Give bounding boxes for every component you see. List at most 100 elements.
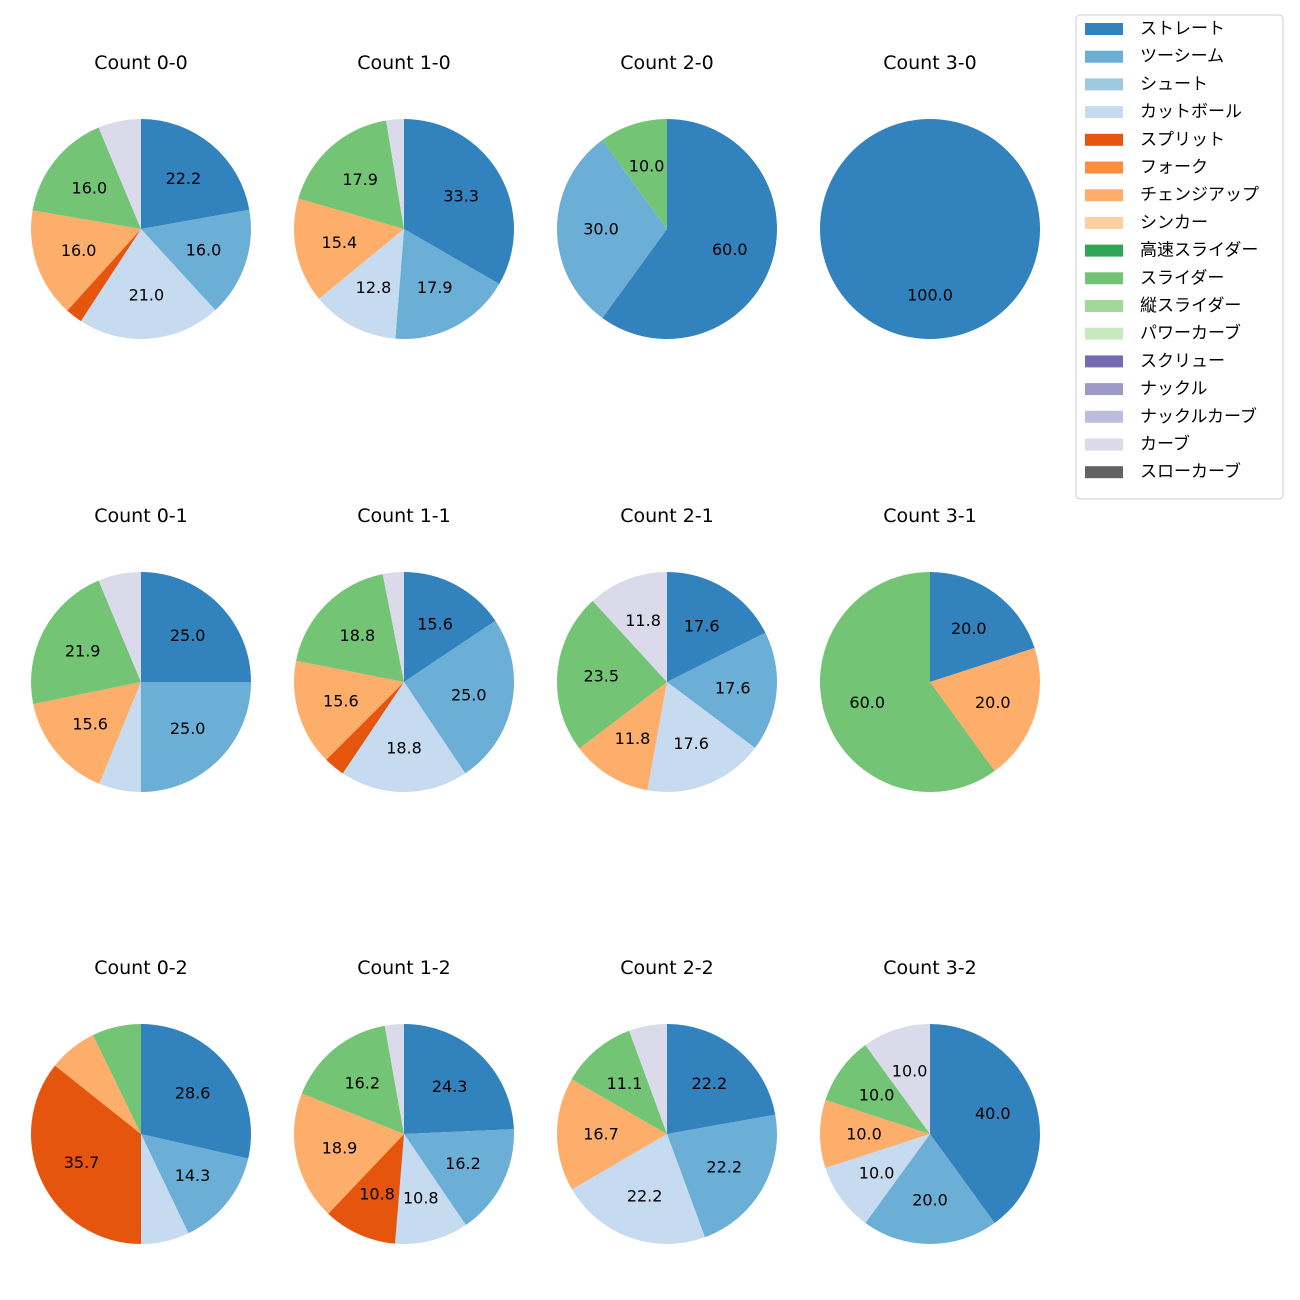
pie-slice-スライダー	[31, 580, 141, 704]
pie-slice-スライダー	[556, 600, 667, 749]
pie-slice-label: 17.6	[673, 734, 709, 753]
pie-count-1-0: Count 1-0 33.3 17.9 12.8 15.4 17.9	[294, 52, 514, 339]
pie-slice-label: 10.0	[859, 1163, 895, 1182]
pie-slice-スプリット	[326, 682, 404, 774]
legend-swatch	[1085, 438, 1123, 451]
legend-entry: スライダー	[1140, 268, 1224, 288]
legend-entry: 縦スライダー	[1140, 296, 1241, 316]
pie-slice-ストレート	[930, 1024, 1041, 1223]
pie-slice-スライダー	[301, 1025, 404, 1134]
pie-slice-ツーシーム	[556, 140, 667, 318]
pie-count-0-2: Count 0-2 28.6 14.3 35.7	[31, 957, 252, 1244]
pie-slice-ツーシーム	[141, 682, 251, 792]
pie-slice-label: 11.8	[625, 611, 661, 630]
pie-slice-チェンジアップ	[930, 648, 1041, 771]
pie-slice-label: 22.2	[706, 1157, 742, 1176]
pie-slice-label: 22.2	[627, 1187, 663, 1206]
legend-swatch	[1085, 383, 1123, 396]
pie-slice-label: 16.0	[61, 241, 97, 260]
pie-slice-label: 15.6	[417, 614, 453, 633]
pie-slice-カーブ	[592, 572, 667, 682]
pie-slice-label: 10.0	[846, 1125, 882, 1144]
pie-slice-label: 30.0	[583, 220, 619, 239]
pies-group: Count 0-0 22.2 16.0 21.0 16.0 16.0 Count 1-0 33…	[31, 52, 1041, 1245]
pie-slice-label: 35.7	[64, 1153, 100, 1172]
legend-swatch	[1085, 133, 1123, 146]
legend-entry: カットボール	[1140, 102, 1242, 122]
legend-entry: ツーシーム	[1140, 47, 1224, 67]
pie-slice-ツーシーム	[667, 1114, 777, 1238]
legend-swatch	[1085, 78, 1123, 91]
pie-slice-label: 15.6	[72, 715, 108, 734]
legend-swatch	[1085, 272, 1123, 285]
pie-slice-カットボール	[342, 682, 466, 793]
pie-slice-label: 16.0	[72, 178, 108, 197]
pie-slice-label: 24.3	[432, 1077, 468, 1096]
pie-slice-label: 10.0	[629, 157, 665, 176]
pie-slice-カットボール	[99, 682, 141, 792]
pie-slice-ストレート	[404, 119, 514, 284]
pie-slice-カットボール	[571, 1134, 705, 1244]
pie-slice-スプリット	[67, 229, 141, 322]
pie-slice-label: 16.2	[344, 1073, 380, 1092]
pie-count-0-0: Count 0-0 22.2 16.0 21.0 16.0 16.0	[31, 52, 251, 340]
pie-slice-チェンジアップ	[556, 1079, 667, 1190]
pie-slice-ストレート	[141, 572, 251, 682]
pie-slice-ツーシーム	[141, 1134, 249, 1234]
pie-slice-スプリット	[328, 1134, 404, 1244]
pie-slice-label: 11.8	[615, 729, 651, 748]
pie-slice-チェンジアップ	[293, 1093, 404, 1214]
pie-slice-チェンジアップ	[33, 682, 141, 784]
legend-swatch	[1085, 300, 1123, 312]
pie-slice-スライダー	[298, 120, 404, 229]
pie-slice-チェンジアップ	[579, 682, 667, 791]
legend-swatch	[1085, 244, 1123, 257]
pie-slice-label: 15.6	[323, 692, 359, 711]
pie-slice-label: 23.5	[583, 667, 619, 686]
legend-entry: 高速スライダー	[1140, 241, 1258, 261]
pie-slice-チェンジアップ	[31, 210, 141, 311]
pie-title: Count 3-2	[883, 957, 977, 979]
pie-slice-label: 60.0	[849, 693, 885, 712]
pie-count-3-1: Count 3-1 20.0 20.0 60.0	[820, 505, 1041, 792]
pie-slice-label: 10.8	[403, 1188, 439, 1207]
legend-entry: スプリット	[1140, 130, 1225, 150]
pie-slice-label: 15.4	[322, 233, 358, 252]
legend-entry: シンカー	[1140, 213, 1208, 233]
pie-slice-カーブ	[629, 1024, 667, 1134]
pie-slice-スライダー	[602, 119, 667, 229]
pie-slice-label: 18.8	[386, 739, 422, 758]
legend-swatch	[1085, 161, 1123, 174]
pie-slice-label: 21.9	[65, 642, 101, 661]
pie-slice-label: 10.0	[859, 1086, 895, 1105]
pie-slice-カットボール	[80, 229, 216, 340]
pie-slice-ツーシーム	[667, 632, 778, 748]
pie-slice-カットボール	[141, 1134, 189, 1244]
pie-count-3-0: Count 3-0 100.0	[820, 52, 1040, 339]
pie-slice-label: 28.6	[175, 1083, 211, 1102]
pie-slice-カットボール	[318, 229, 404, 339]
pie-slice-スライダー	[92, 1024, 141, 1134]
pie-title: Count 2-2	[620, 957, 714, 979]
legend-entry: スクリュー	[1140, 351, 1225, 371]
pie-title: Count 1-0	[357, 52, 451, 74]
legend-entry: ナックルカーブ	[1140, 406, 1257, 427]
pie-slice-カーブ	[386, 119, 404, 229]
pie-slice-label: 25.0	[451, 685, 487, 704]
pie-slice-スプリット	[31, 1065, 142, 1244]
pie-count-0-1: Count 0-1 25.0 25.0 15.6 21.9	[31, 505, 251, 792]
pie-slice-ツーシーム	[395, 229, 500, 339]
pie-slice-カットボール	[825, 1134, 930, 1223]
pie-slice-ストレート	[404, 1024, 514, 1134]
pie-count-1-2: Count 1-2 24.3 16.2 10.8 10.8 18.9 16.2	[293, 957, 514, 1244]
pie-count-2-2: Count 2-2 22.2 22.2 22.2 16.7 11.1	[556, 957, 777, 1244]
pie-slice-label: 18.8	[340, 626, 376, 645]
pie-title: Count 1-2	[357, 957, 451, 979]
pie-slice-label: 100.0	[907, 286, 953, 305]
pie-title: Count 3-0	[883, 52, 977, 74]
pie-slice-label: 20.0	[975, 693, 1011, 712]
pie-slice-カットボール	[647, 682, 756, 793]
legend-entry: カーブ	[1140, 434, 1190, 455]
legend-entry: ストレート	[1140, 19, 1225, 39]
